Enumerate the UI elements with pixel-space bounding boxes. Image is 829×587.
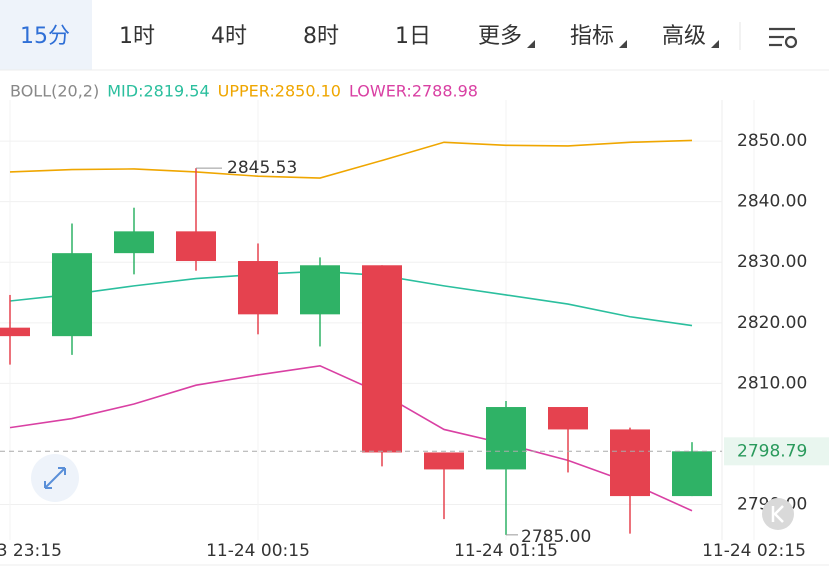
- x-tick-label: 11-24 02:15: [702, 541, 806, 561]
- tab[interactable]: 更多: [478, 24, 522, 49]
- tab-bar: [0, 0, 829, 70]
- tab[interactable]: 1时: [119, 24, 155, 49]
- candle-body: [52, 253, 92, 337]
- x-tick-label: 11-23 23:15: [0, 541, 62, 561]
- axis: 2850.002840.002830.002820.002810.002790.…: [0, 131, 829, 561]
- candle-body: [672, 451, 712, 497]
- indicator-label: BOLL(20,2): [10, 82, 99, 101]
- candle-body: [238, 261, 278, 315]
- band-line: [9, 139, 693, 179]
- band-line: [9, 365, 693, 512]
- tab[interactable]: 1日: [395, 24, 431, 49]
- candle-body: [486, 407, 526, 470]
- x-tick-label: 11-24 00:15: [206, 541, 310, 561]
- tab[interactable]: 指标: [570, 24, 614, 49]
- tab[interactable]: 高级: [662, 24, 706, 49]
- back-icon[interactable]: [762, 498, 794, 530]
- min-annotation: 2785.00: [521, 527, 591, 547]
- candle-body: [610, 429, 650, 497]
- y-tick-label: 2820.00: [737, 313, 807, 333]
- y-tick-label: 2830.00: [737, 252, 807, 272]
- last-price-bg: [724, 437, 829, 466]
- y-tick-label: 2850.00: [737, 131, 807, 151]
- dropdown-arrows: [527, 40, 719, 48]
- candle-body: [362, 265, 402, 453]
- band-line: [9, 270, 693, 327]
- candle-body: [114, 231, 154, 254]
- expand-icon[interactable]: [31, 454, 79, 502]
- x-tick-label: 11-24 01:15: [454, 541, 558, 561]
- candle-body: [0, 327, 30, 337]
- last-price-label: 2798.79: [737, 441, 807, 461]
- y-tick-label: 2840.00: [737, 192, 807, 212]
- candle-body: [300, 265, 340, 315]
- y-tick-label: 2810.00: [737, 373, 807, 393]
- tabs: 15分 1时 4时 8时 1日 更多 指标 高级: [20, 24, 706, 49]
- settings-icon[interactable]: [769, 27, 798, 49]
- plot: [0, 139, 722, 536]
- tab[interactable]: 8时: [303, 24, 339, 49]
- tab[interactable]: 4时: [211, 24, 247, 49]
- legend-entry: LOWER:2788.98: [349, 82, 478, 101]
- candle-body: [176, 231, 216, 262]
- candle-body: [548, 407, 588, 430]
- candle-body: [424, 452, 464, 470]
- legend: BOLL(20,2) MID:2819.54 UPPER:2850.10 LOWER:…: [10, 82, 478, 101]
- legend-entry: UPPER:2850.10: [218, 82, 341, 101]
- legend-entry: MID:2819.54: [107, 82, 209, 101]
- max-annotation: 2845.53: [227, 158, 297, 178]
- tab[interactable]: 15分: [20, 24, 70, 49]
- active-tab-bg: [0, 0, 92, 70]
